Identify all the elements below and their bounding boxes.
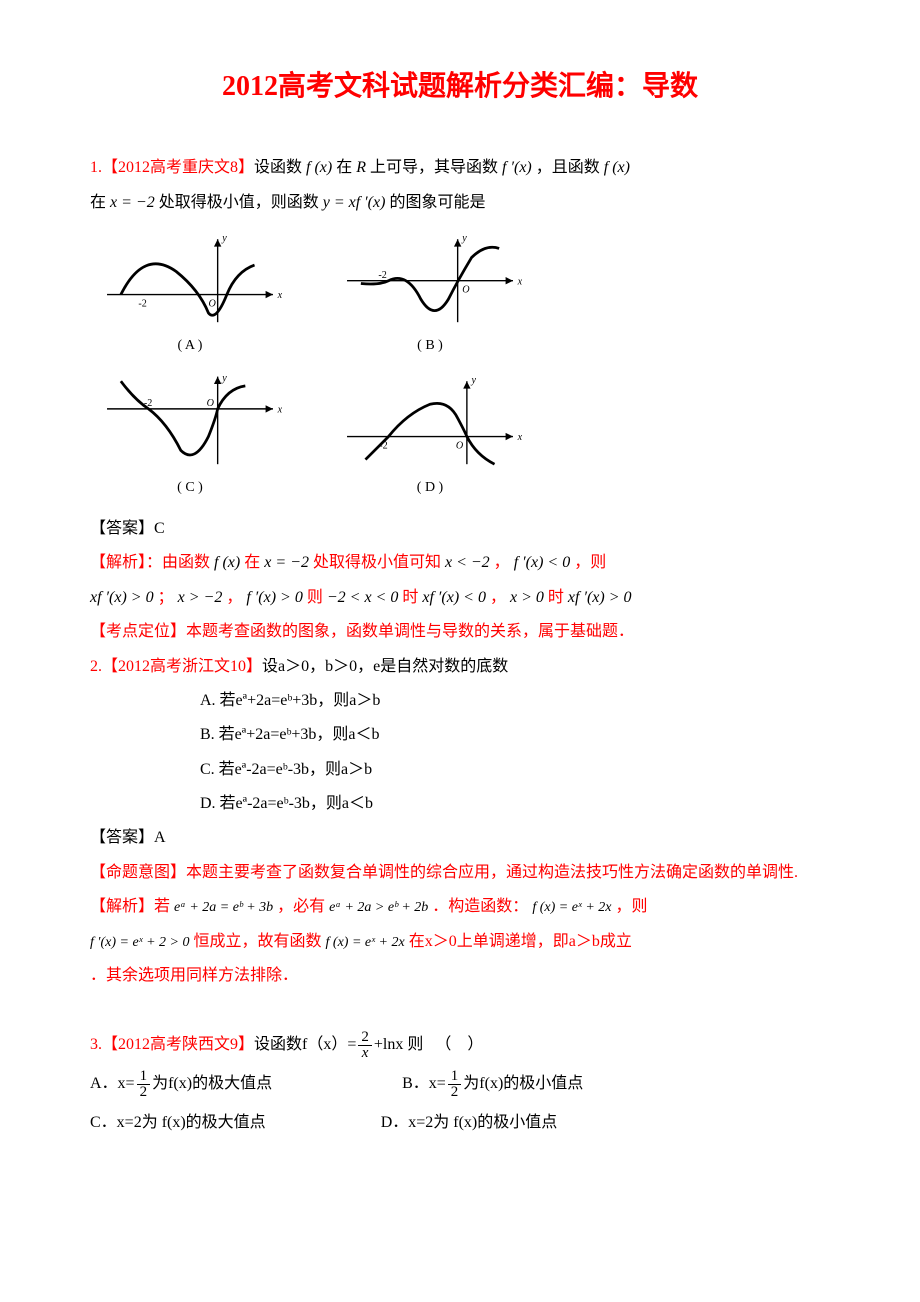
svg-text:y: y bbox=[461, 233, 467, 244]
svg-text:x: x bbox=[517, 276, 523, 287]
graph-c-svg: x y -2 O bbox=[90, 372, 290, 473]
q2-jiexi-line3: ．其余选项用同样方法排除． bbox=[90, 961, 830, 991]
svg-text:y: y bbox=[221, 233, 227, 244]
q3-tag: 3.【2012高考陕西文9】 bbox=[90, 1036, 254, 1053]
q1-tag: 1.【2012高考重庆文8】 bbox=[90, 159, 254, 176]
q2-mingyi: 【命题意图】本题主要考查了函数复合单调性的综合应用，通过构造法技巧性方法确定函数… bbox=[90, 858, 830, 888]
q3-opt-c: C．x=2为 f(x)的极大值点 bbox=[90, 1108, 266, 1138]
svg-text:y: y bbox=[221, 373, 227, 384]
q3-options-row2: C．x=2为 f(x)的极大值点 D．x=2为 f(x)的极小值点 bbox=[90, 1104, 830, 1142]
graph-b-label: ( B ) bbox=[417, 333, 443, 360]
svg-text:O: O bbox=[456, 440, 464, 451]
graph-b: x y -2 O ( B ) bbox=[330, 230, 530, 360]
svg-text:O: O bbox=[462, 285, 470, 296]
q1-stem: 1.【2012高考重庆文8】设函数 f (x) 在 R 上可导，其导函数 f ′… bbox=[90, 153, 830, 183]
svg-text:x: x bbox=[517, 432, 523, 443]
graph-c: x y -2 O ( C ) bbox=[90, 372, 290, 502]
graph-d-svg: x y -2 O bbox=[330, 372, 530, 473]
q2-opt-d: D. 若eª-2a=eᵇ-3b，则a＜b bbox=[90, 789, 830, 819]
svg-text:O: O bbox=[208, 298, 216, 309]
q3-options-row1: A．x=12为f(x)的极大值点 B．x=12为f(x)的极小值点 bbox=[90, 1065, 830, 1104]
q3-stem: 3.【2012高考陕西文9】设函数f（x）=2x+lnx 则 （ ） bbox=[90, 1030, 830, 1061]
svg-text:x: x bbox=[277, 290, 283, 301]
q1-stem-line2: 在 x = −2 处取得极小值，则函数 y = xf ′(x) 的图象可能是 bbox=[90, 188, 830, 218]
graph-b-svg: x y -2 O bbox=[330, 230, 530, 331]
q2-opt-b: B. 若eª+2a=eᵇ+3b，则a＜b bbox=[90, 720, 830, 750]
q3-opt-d: D．x=2为 f(x)的极小值点 bbox=[381, 1108, 558, 1138]
graph-a-svg: x y -2 O bbox=[90, 230, 290, 331]
q2-opt-a: A. 若eª+2a=eᵇ+3b，则a＞b bbox=[90, 686, 830, 716]
q2-tag: 2.【2012高考浙江文10】 bbox=[90, 658, 262, 675]
q3-opt-a: A．x=12为f(x)的极大值点 bbox=[90, 1069, 272, 1100]
svg-text:-2: -2 bbox=[138, 298, 146, 309]
graphs-row-1: x y -2 O ( A ) x y -2 O ( B ) bbox=[90, 230, 830, 360]
svg-text:x: x bbox=[277, 405, 283, 416]
q2-jiexi-line1: 【解析】若 eᵃ + 2a = eᵇ + 3b ，必有 eᵃ + 2a > eᵇ… bbox=[90, 892, 830, 922]
graph-d: x y -2 O ( D ) bbox=[330, 372, 530, 502]
frac-b: 12 bbox=[448, 1069, 462, 1100]
svg-text:y: y bbox=[470, 375, 476, 386]
graph-a: x y -2 O ( A ) bbox=[90, 230, 290, 360]
svg-text:O: O bbox=[207, 398, 215, 409]
frac-a: 12 bbox=[137, 1069, 151, 1100]
graph-d-label: ( D ) bbox=[417, 475, 443, 502]
graph-c-label: ( C ) bbox=[177, 475, 203, 502]
q1-jiexi-line1: 【解析】：由函数 f (x) 在 x = −2 处取得极小值可知 x < −2 … bbox=[90, 548, 830, 578]
q2-stem: 2.【2012高考浙江文10】设a＞0，b＞0，e是自然对数的底数 bbox=[90, 652, 830, 682]
q1-kaodian: 【考点定位】本题考查函数的图象，函数单调性与导数的关系，属于基础题． bbox=[90, 617, 830, 647]
page-title: 2012高考文科试题解析分类汇编：导数 bbox=[90, 60, 830, 113]
q1-answer: 【答案】C bbox=[90, 514, 830, 544]
q2-opt-c: C. 若eª-2a=eᵇ-3b，则a＞b bbox=[90, 755, 830, 785]
q2-jiexi-line2: f ′(x) = eˣ + 2 > 0 恒成立，故有函数 f (x) = eˣ … bbox=[90, 927, 830, 957]
graph-a-label: ( A ) bbox=[178, 333, 203, 360]
q1-jiexi-line2: xf ′(x) > 0 ； x > −2 ， f ′(x) > 0 则 −2 <… bbox=[90, 583, 830, 613]
q2-answer: 【答案】A bbox=[90, 823, 830, 853]
graphs-row-2: x y -2 O ( C ) x y -2 O ( D ) bbox=[90, 372, 830, 502]
q3-opt-b: B．x=12为f(x)的极小值点 bbox=[402, 1069, 583, 1100]
frac-2x: 2x bbox=[358, 1030, 372, 1061]
svg-text:-2: -2 bbox=[378, 270, 386, 281]
